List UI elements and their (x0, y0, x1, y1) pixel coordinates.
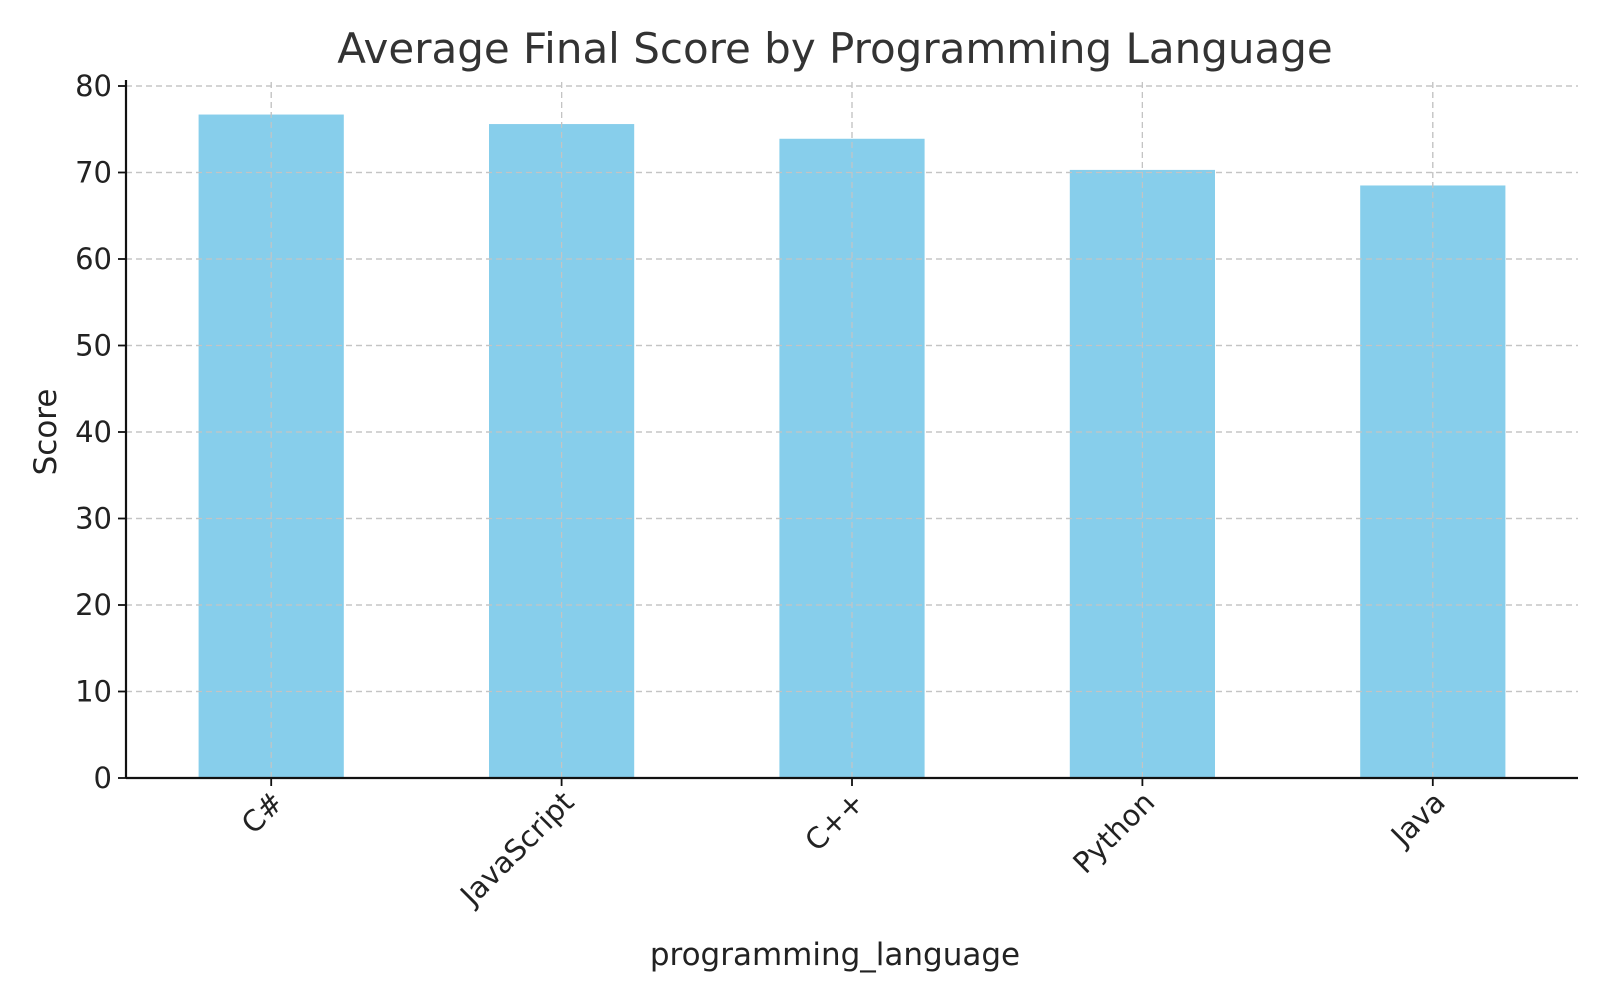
y-tick-label: 50 (75, 329, 112, 363)
x-tick-label: C# (235, 785, 291, 841)
y-tick-label: 20 (75, 588, 112, 622)
y-tick-label: 30 (75, 502, 112, 536)
x-tick-label: Java (1383, 785, 1452, 854)
x-tick-label: C++ (798, 785, 871, 858)
chart-title: Average Final Score by Programming Langu… (337, 24, 1333, 73)
x-tick-label: JavaScript (452, 785, 580, 913)
x-tick-label: Python (1066, 785, 1161, 880)
y-tick-label: 10 (75, 675, 112, 709)
bars (126, 82, 1578, 779)
y-axis-label: Score (28, 389, 64, 476)
y-tick-label: 60 (75, 242, 112, 276)
y-tick-label: 0 (94, 761, 112, 795)
y-tick-label: 80 (75, 69, 112, 103)
y-tick-label: 40 (75, 415, 112, 449)
axes (118, 80, 1578, 786)
y-tick-label: 70 (75, 156, 112, 190)
x-axis-label: programming_language (650, 937, 1020, 973)
